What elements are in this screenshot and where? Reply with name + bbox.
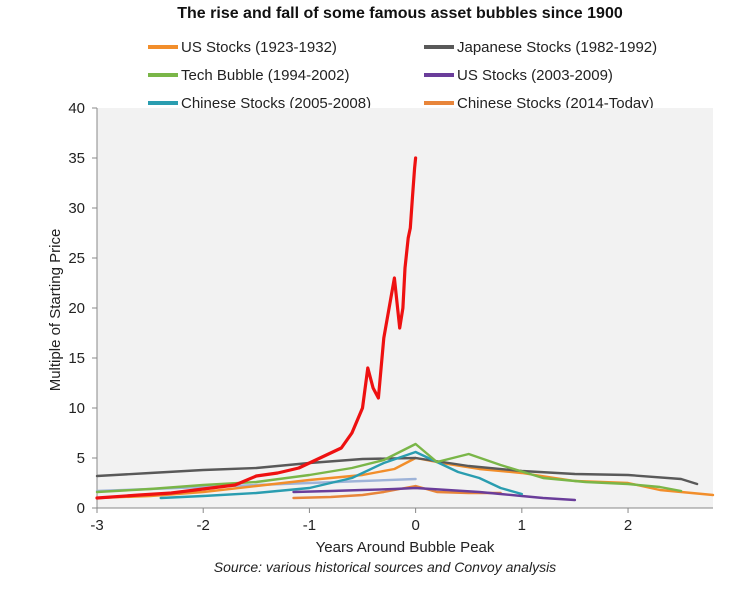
plot-area — [97, 108, 713, 508]
y-tick-label: 30 — [68, 200, 85, 217]
series-line-7 — [95, 156, 418, 500]
legend-label: Tech Bubble (1994-2002) — [181, 67, 349, 84]
y-tick-label: 25 — [68, 250, 85, 267]
legend-label: Chinese Stocks (2005-2008) — [181, 95, 371, 112]
y-tick-label: 5 — [77, 450, 85, 467]
source-note: Source: various historical sources and C… — [214, 559, 556, 575]
series-line-3 — [292, 486, 577, 502]
y-axis-label: Multiple of Starting Price — [47, 229, 64, 392]
y-tick-label: 15 — [68, 350, 85, 367]
legend-label: US Stocks (2003-2009) — [457, 67, 613, 84]
x-tick-label: -2 — [197, 517, 210, 534]
x-tick-label: 1 — [518, 517, 526, 534]
series-line-2 — [95, 442, 683, 494]
axes: 0 5 10 15 20 25 30 35 40 -3 -2 -1 0 1 2 — [68, 100, 713, 534]
y-tick-label: 35 — [68, 150, 85, 167]
y-tick-label: 0 — [77, 500, 85, 517]
y-tick-label: 20 — [68, 300, 85, 317]
legend-label: Chinese Stocks (2014-Today) — [457, 95, 654, 112]
y-tick-label: 10 — [68, 400, 85, 417]
legend-label: US Stocks (1923-1932) — [181, 39, 337, 56]
x-tick-label: -1 — [303, 517, 316, 534]
y-tick-label: 40 — [68, 100, 85, 117]
series-line-1 — [95, 456, 699, 486]
legend-label: Japanese Stocks (1982-1992) — [457, 39, 657, 56]
chart-title: The rise and fall of some famous asset b… — [177, 5, 623, 22]
series-line-4 — [159, 450, 523, 500]
x-tick-label: 0 — [411, 517, 419, 534]
x-tick-label: -3 — [90, 517, 103, 534]
x-axis-label: Years Around Bubble Peak — [316, 539, 495, 556]
x-tick-label: 2 — [624, 517, 632, 534]
series-group — [95, 156, 715, 502]
